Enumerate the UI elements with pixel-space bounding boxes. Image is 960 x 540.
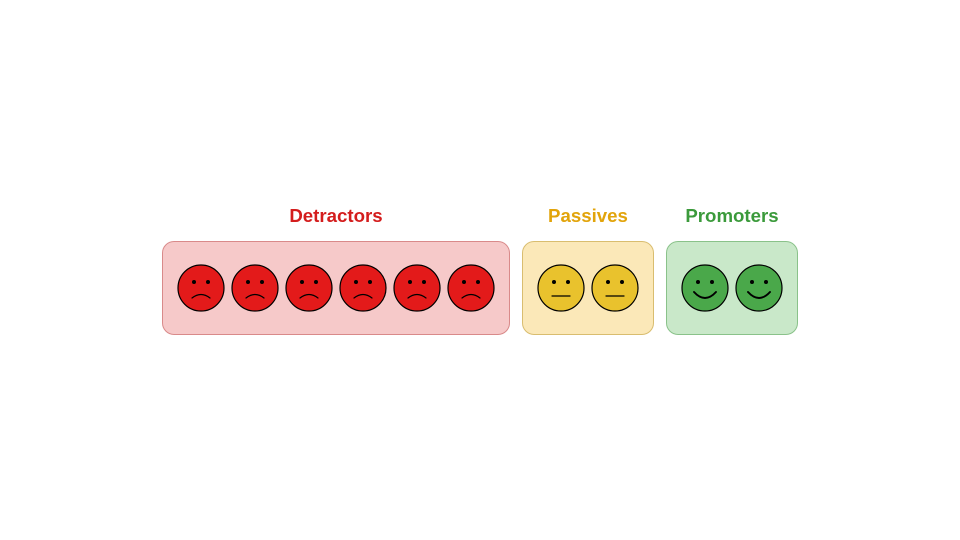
- group-label-detractors: Detractors: [289, 205, 382, 227]
- group-box-detractors: [162, 241, 510, 335]
- smile-face-icon: [681, 264, 729, 312]
- group-passives: Passives: [522, 205, 654, 335]
- frown-face-icon: [393, 264, 441, 312]
- frown-face-icon: [177, 264, 225, 312]
- group-label-promoters: Promoters: [685, 205, 778, 227]
- frown-face-icon: [339, 264, 387, 312]
- neutral-face-icon: [591, 264, 639, 312]
- frown-face-icon: [285, 264, 333, 312]
- neutral-face-icon: [537, 264, 585, 312]
- group-promoters: Promoters: [666, 205, 798, 335]
- group-box-promoters: [666, 241, 798, 335]
- group-box-passives: [522, 241, 654, 335]
- group-detractors: Detractors: [162, 205, 510, 335]
- smile-face-icon: [735, 264, 783, 312]
- group-label-passives: Passives: [548, 205, 628, 227]
- frown-face-icon: [447, 264, 495, 312]
- nps-diagram: Detractors Passives Promoters: [162, 205, 798, 335]
- frown-face-icon: [231, 264, 279, 312]
